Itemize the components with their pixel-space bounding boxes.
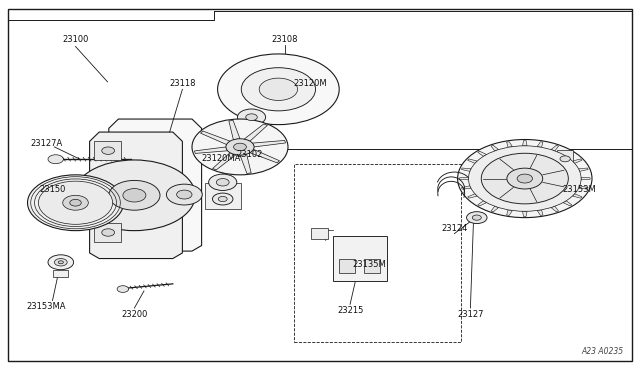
- Polygon shape: [491, 145, 499, 151]
- FancyBboxPatch shape: [205, 183, 241, 209]
- Bar: [339, 259, 355, 273]
- Text: 23153M: 23153M: [563, 185, 596, 194]
- Circle shape: [192, 119, 288, 175]
- Circle shape: [517, 174, 532, 183]
- Circle shape: [241, 68, 316, 111]
- Circle shape: [472, 215, 481, 220]
- Text: 23100: 23100: [62, 35, 89, 44]
- Circle shape: [218, 54, 339, 125]
- Polygon shape: [537, 142, 543, 147]
- FancyBboxPatch shape: [311, 228, 328, 239]
- Polygon shape: [572, 194, 582, 198]
- Polygon shape: [563, 151, 572, 156]
- Circle shape: [458, 140, 592, 218]
- Circle shape: [177, 190, 192, 199]
- Circle shape: [102, 147, 115, 154]
- Circle shape: [216, 179, 229, 186]
- Circle shape: [123, 189, 146, 202]
- Polygon shape: [572, 159, 582, 163]
- Polygon shape: [581, 177, 590, 180]
- Polygon shape: [252, 141, 285, 147]
- Polygon shape: [461, 168, 471, 171]
- Polygon shape: [468, 159, 477, 163]
- Polygon shape: [507, 210, 513, 215]
- Circle shape: [246, 114, 257, 121]
- Bar: [364, 259, 380, 273]
- Polygon shape: [477, 201, 486, 206]
- Polygon shape: [333, 236, 387, 281]
- Text: 23120MA: 23120MA: [201, 154, 241, 163]
- Polygon shape: [90, 132, 182, 259]
- Text: 23127: 23127: [457, 310, 484, 319]
- Circle shape: [560, 156, 570, 162]
- Circle shape: [226, 139, 254, 155]
- Polygon shape: [491, 206, 499, 212]
- FancyBboxPatch shape: [557, 150, 573, 163]
- Polygon shape: [579, 168, 588, 171]
- Polygon shape: [563, 201, 572, 206]
- Circle shape: [468, 146, 581, 211]
- Circle shape: [38, 181, 113, 224]
- Circle shape: [58, 261, 63, 264]
- Polygon shape: [522, 141, 527, 146]
- Circle shape: [74, 160, 195, 231]
- Polygon shape: [212, 153, 236, 170]
- Text: A23 A0235: A23 A0235: [582, 347, 624, 356]
- Polygon shape: [229, 121, 240, 140]
- Text: 23118: 23118: [169, 79, 196, 88]
- Polygon shape: [477, 151, 486, 156]
- Circle shape: [48, 155, 63, 164]
- Polygon shape: [468, 194, 477, 198]
- Circle shape: [209, 174, 237, 190]
- Circle shape: [212, 193, 233, 205]
- Bar: [53, 270, 68, 277]
- Text: 23124: 23124: [441, 224, 468, 233]
- Text: 23108: 23108: [271, 35, 298, 44]
- Circle shape: [48, 255, 74, 270]
- FancyBboxPatch shape: [94, 141, 121, 160]
- Text: 23127A: 23127A: [30, 139, 62, 148]
- Polygon shape: [551, 206, 559, 212]
- Polygon shape: [522, 211, 527, 217]
- Polygon shape: [240, 154, 251, 173]
- Circle shape: [467, 212, 487, 224]
- Circle shape: [234, 143, 246, 151]
- Text: 23153MA: 23153MA: [26, 302, 66, 311]
- FancyBboxPatch shape: [94, 223, 121, 242]
- Polygon shape: [109, 119, 202, 251]
- Polygon shape: [507, 142, 513, 147]
- Circle shape: [507, 168, 543, 189]
- Text: 23120M: 23120M: [294, 79, 327, 88]
- Circle shape: [259, 78, 298, 100]
- Polygon shape: [579, 186, 588, 189]
- Polygon shape: [537, 210, 543, 215]
- Circle shape: [28, 175, 124, 231]
- Circle shape: [102, 229, 115, 236]
- Polygon shape: [250, 149, 280, 163]
- Circle shape: [54, 259, 67, 266]
- Text: 23215: 23215: [337, 306, 364, 315]
- Circle shape: [117, 286, 129, 292]
- Text: 23102: 23102: [236, 150, 263, 159]
- Text: 23200: 23200: [121, 310, 148, 319]
- Polygon shape: [200, 131, 230, 145]
- Circle shape: [109, 180, 160, 210]
- Polygon shape: [460, 177, 468, 180]
- Polygon shape: [551, 145, 559, 151]
- Polygon shape: [195, 147, 228, 153]
- Text: 23135M: 23135M: [353, 260, 386, 269]
- Circle shape: [63, 195, 88, 210]
- Text: 23150: 23150: [39, 185, 66, 194]
- Polygon shape: [461, 186, 471, 189]
- Circle shape: [218, 196, 227, 202]
- Circle shape: [166, 184, 202, 205]
- Circle shape: [237, 109, 266, 125]
- Circle shape: [481, 153, 568, 204]
- Polygon shape: [244, 124, 268, 141]
- Circle shape: [70, 199, 81, 206]
